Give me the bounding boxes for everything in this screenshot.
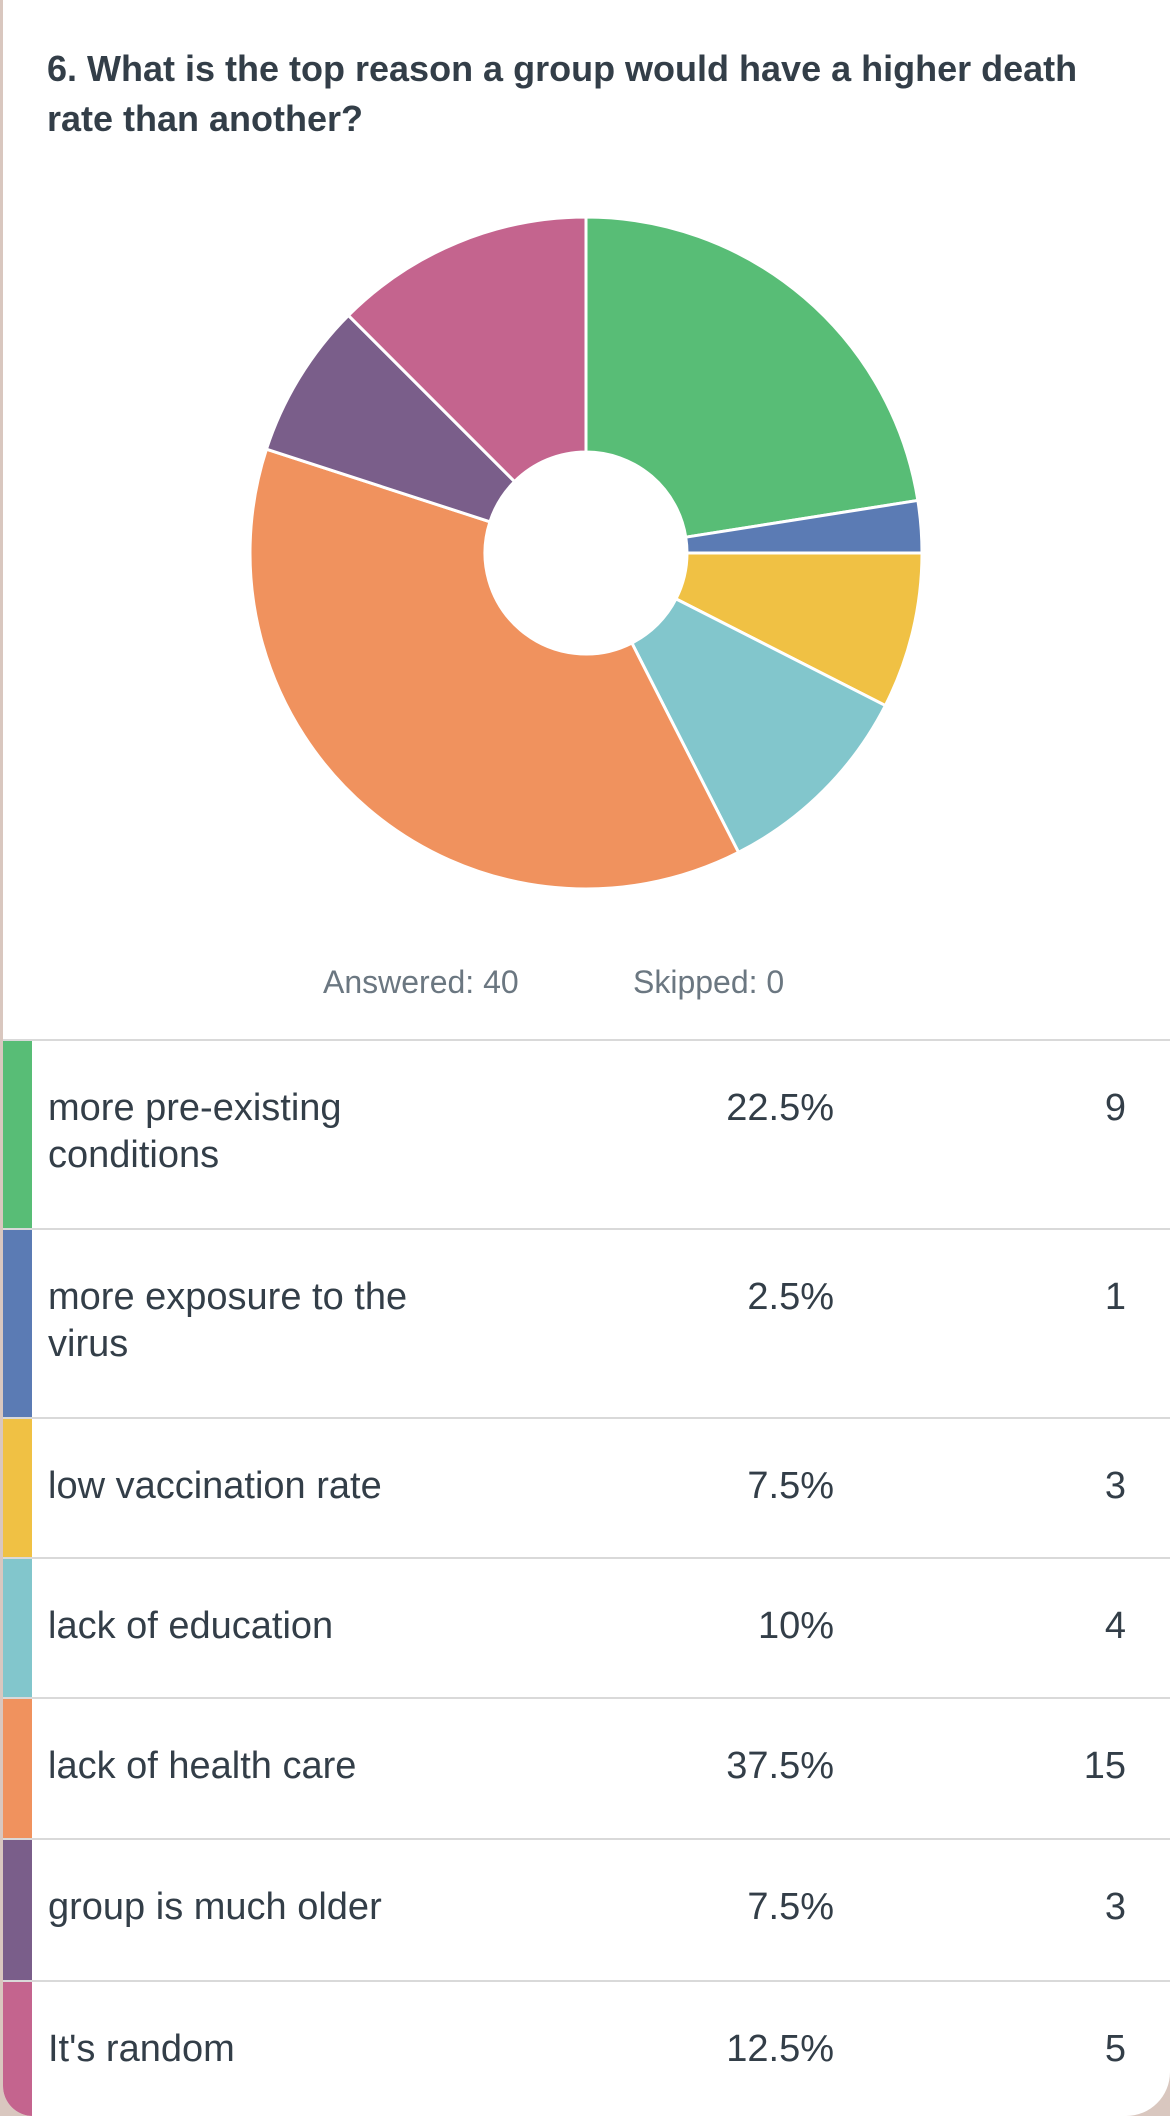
table-row: group is much older 7.5% 3 bbox=[3, 1838, 1170, 1980]
legend-swatch bbox=[3, 1419, 32, 1557]
answer-label: lack of education bbox=[48, 1605, 334, 1647]
table-row: more pre-existing conditions 22.5% 9 bbox=[3, 1039, 1170, 1228]
question-title: 6. What is the top reason a group would … bbox=[47, 48, 1078, 139]
donut-chart bbox=[248, 215, 924, 891]
legend-swatch bbox=[3, 1041, 32, 1228]
answer-count: 15 bbox=[1083, 1745, 1126, 1787]
table-row: low vaccination rate 7.5% 3 bbox=[3, 1417, 1170, 1557]
legend-swatch bbox=[3, 1559, 32, 1697]
answer-label: more exposure to the virus bbox=[48, 1276, 408, 1365]
answer-count: 5 bbox=[1104, 2028, 1126, 2070]
pie-slice bbox=[264, 313, 517, 524]
table-row: It's random 12.5% 5 bbox=[3, 1980, 1170, 2116]
answer-count: 4 bbox=[1104, 1605, 1126, 1647]
answer-count: 3 bbox=[1104, 1465, 1126, 1507]
answer-percent: 2.5% bbox=[747, 1276, 834, 1318]
answer-percent: 22.5% bbox=[726, 1087, 834, 1129]
survey-card: 6. What is the top reason a group would … bbox=[3, 0, 1170, 2116]
legend-swatch bbox=[3, 1230, 32, 1417]
answer-count: 3 bbox=[1104, 1886, 1126, 1928]
answer-label: lack of health care bbox=[48, 1745, 357, 1787]
pie-slice bbox=[673, 551, 924, 708]
answer-label: low vaccination rate bbox=[48, 1465, 382, 1507]
skipped-count: Skipped: 0 bbox=[633, 964, 785, 1000]
answer-percent: 10% bbox=[757, 1605, 834, 1647]
legend-swatch bbox=[3, 1840, 32, 1980]
pie-slice bbox=[248, 447, 741, 891]
table-row: lack of education 10% 4 bbox=[3, 1557, 1170, 1697]
answer-label: It's random bbox=[48, 2028, 235, 2070]
answer-label: group is much older bbox=[48, 1886, 382, 1928]
answer-percent: 37.5% bbox=[726, 1745, 834, 1787]
pie-slice bbox=[629, 596, 888, 855]
pie-slice bbox=[346, 215, 588, 484]
pie-slice bbox=[584, 215, 920, 539]
table-row: more exposure to the virus 2.5% 1 bbox=[3, 1228, 1170, 1417]
answer-percent: 7.5% bbox=[747, 1465, 834, 1507]
answer-count: 1 bbox=[1104, 1276, 1126, 1318]
table-row: lack of health care 37.5% 15 bbox=[3, 1697, 1170, 1838]
answer-percent: 7.5% bbox=[747, 1886, 834, 1928]
legend-swatch bbox=[3, 1982, 32, 2116]
legend-swatch bbox=[3, 1699, 32, 1838]
answer-count: 9 bbox=[1104, 1087, 1126, 1129]
answer-label: more pre-existing conditions bbox=[48, 1087, 342, 1176]
answer-percent: 12.5% bbox=[726, 2028, 834, 2070]
answered-count: Answered: 40 bbox=[323, 964, 519, 1000]
